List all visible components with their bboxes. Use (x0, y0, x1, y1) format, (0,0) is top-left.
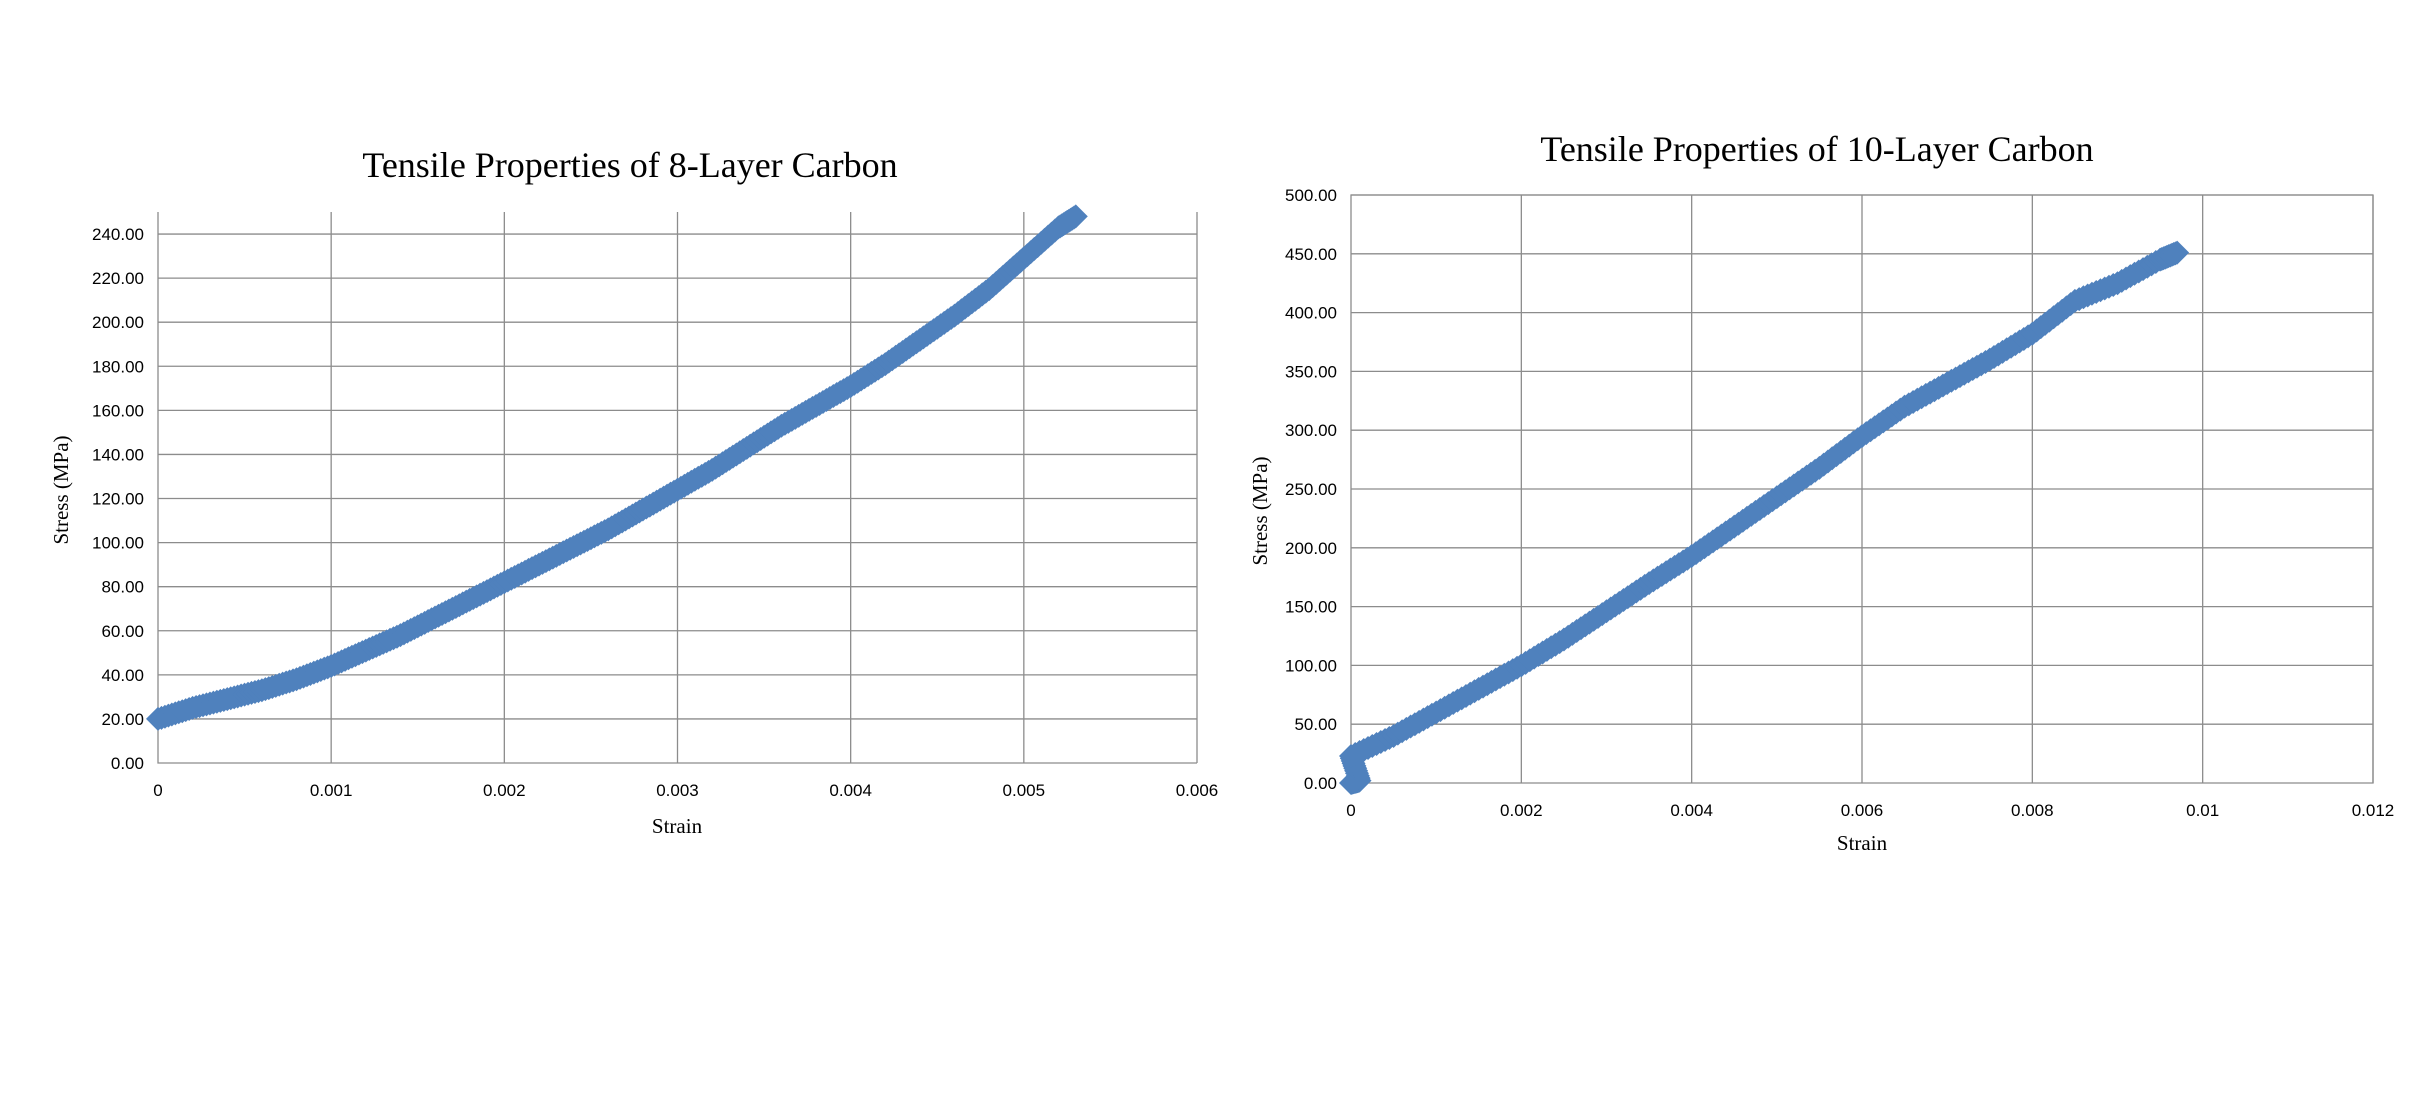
y-tick-label: 20.00 (101, 710, 144, 729)
y-tick-label: 200.00 (92, 313, 144, 332)
x-tick-labels: 0 0.001 0.002 0.003 0.004 0.005 0.006 (153, 781, 1218, 800)
x-tick-label: 0.008 (2011, 801, 2054, 820)
y-tick-labels: 0.00 50.00 100.00 150.00 200.00 250.00 300.00 3… (1285, 186, 1337, 793)
y-tick-label: 40.00 (101, 666, 144, 685)
gridlines (1350, 194, 2374, 784)
y-tick-label: 60.00 (101, 622, 144, 641)
y-tick-label: 0.00 (1304, 774, 1337, 793)
x-tick-label: 0 (153, 781, 162, 800)
y-tick-label: 120.00 (92, 490, 144, 509)
x-tick-label: 0.006 (1841, 801, 1884, 820)
y-tick-label: 400.00 (1285, 304, 1337, 323)
y-tick-label: 100.00 (92, 534, 144, 553)
y-tick-label: 0.00 (111, 754, 144, 773)
y-tick-label: 200.00 (1285, 539, 1337, 558)
y-tick-label: 250.00 (1285, 480, 1337, 499)
x-tick-label: 0.006 (1176, 781, 1219, 800)
y-tick-label: 350.00 (1285, 362, 1337, 381)
x-tick-label: 0.001 (310, 781, 353, 800)
data-point (2165, 240, 2190, 265)
x-tick-label: 0 (1346, 801, 1355, 820)
y-tick-label: 140.00 (92, 445, 144, 464)
y-tick-label: 500.00 (1285, 186, 1337, 205)
data-points (146, 204, 1088, 731)
chart-title: Tensile Properties of 8-Layer Carbon (362, 145, 897, 185)
x-tick-label: 0.012 (2352, 801, 2395, 820)
y-axis-label: Stress (MPa) (1248, 456, 1272, 565)
x-tick-label: 0.003 (656, 781, 699, 800)
y-tick-labels: 0.00 20.00 40.00 60.00 80.00 100.00 120.00 140.… (92, 225, 144, 773)
y-axis-label: Stress (MPa) (49, 435, 73, 544)
y-tick-label: 100.00 (1285, 656, 1337, 675)
plot-axes (157, 212, 1197, 764)
chart-10-layer-svg: Tensile Properties of 10-Layer Carbon 0.… (1248, 129, 2394, 855)
y-tick-label: 180.00 (92, 357, 144, 376)
chart-8-layer-svg: Tensile Properties of 8-Layer Carbon 0.0… (49, 145, 1218, 838)
x-tick-labels: 0 0.002 0.004 0.006 0.008 0.01 0.012 (1346, 801, 2394, 820)
gridlines (157, 212, 1198, 764)
x-tick-label: 0.004 (829, 781, 872, 800)
y-tick-label: 450.00 (1285, 245, 1337, 264)
x-tick-label: 0.004 (1670, 801, 1713, 820)
x-axis-label: Strain (1837, 831, 1888, 855)
y-tick-label: 220.00 (92, 269, 144, 288)
y-tick-label: 150.00 (1285, 598, 1337, 617)
x-tick-label: 0.01 (2186, 801, 2219, 820)
y-tick-label: 160.00 (92, 401, 144, 420)
chart-title: Tensile Properties of 10-Layer Carbon (1540, 129, 2093, 169)
x-axis-label: Strain (652, 814, 703, 838)
data-points (1339, 240, 2190, 795)
chart-8-layer: Tensile Properties of 8-Layer Carbon 0.0… (0, 0, 1225, 860)
y-tick-label: 300.00 (1285, 421, 1337, 440)
y-tick-label: 50.00 (1294, 715, 1337, 734)
x-tick-label: 0.002 (1500, 801, 1543, 820)
y-tick-label: 240.00 (92, 225, 144, 244)
plot-axes (1350, 194, 2374, 784)
chart-10-layer: Tensile Properties of 10-Layer Carbon 0.… (1235, 105, 2428, 885)
x-tick-label: 0.002 (483, 781, 526, 800)
data-point (1063, 204, 1088, 229)
y-tick-label: 80.00 (101, 578, 144, 597)
x-tick-label: 0.005 (1003, 781, 1046, 800)
